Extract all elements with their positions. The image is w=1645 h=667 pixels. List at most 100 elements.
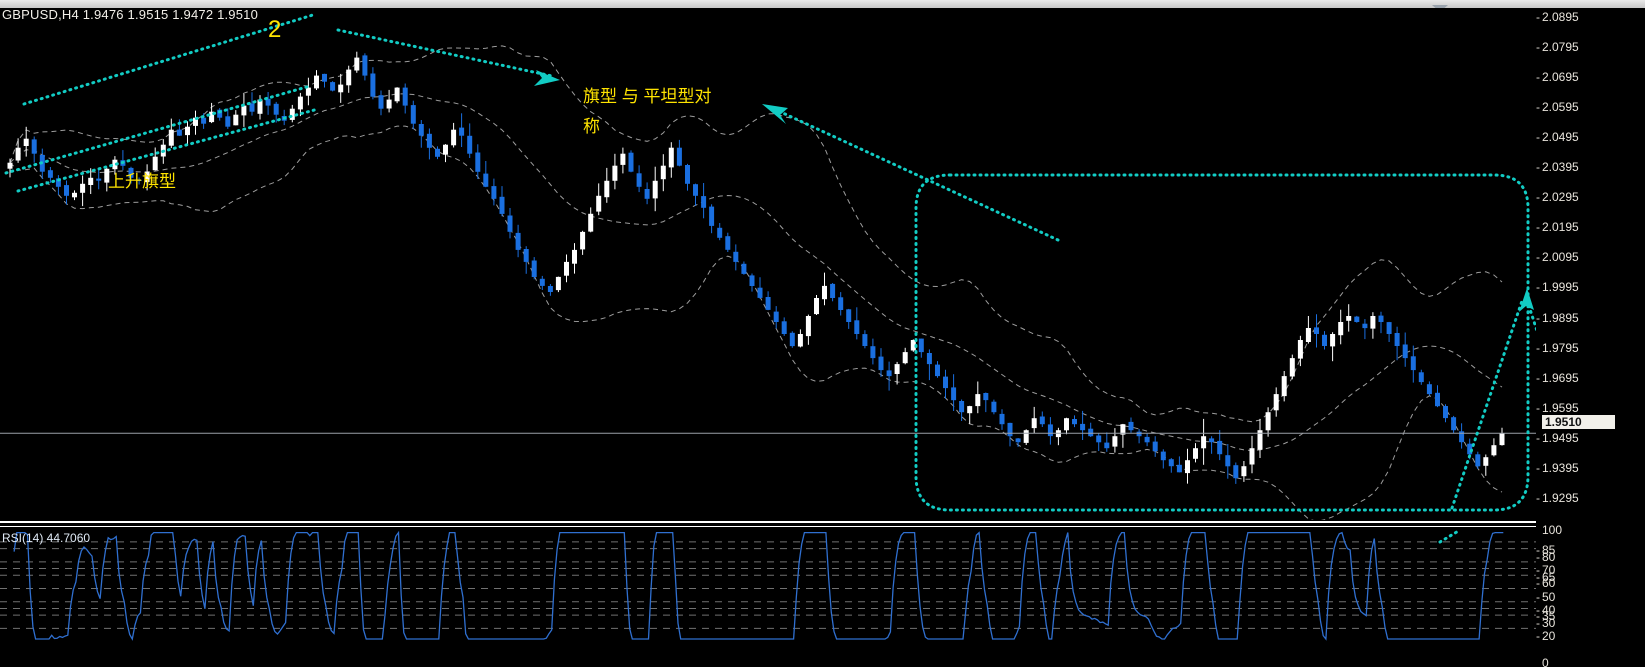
candle-body (951, 387, 957, 401)
candle-body (330, 82, 336, 91)
candle-body (88, 177, 94, 185)
candle-body (1015, 438, 1021, 443)
candle-body (72, 192, 77, 198)
bollinger-band-upper (9, 45, 1503, 423)
drawing-flag-lower-trendline[interactable] (16, 107, 320, 193)
candle-body (354, 57, 360, 71)
price-tick: -2.0395 (1536, 160, 1579, 175)
candle-body (1096, 435, 1102, 443)
candle-body (55, 178, 61, 187)
price-tick: -2.0195 (1536, 220, 1579, 235)
candle-body (515, 232, 521, 250)
candle-body (217, 109, 223, 118)
candle-body (176, 129, 182, 136)
candle-body (1112, 436, 1118, 447)
candle-body (152, 156, 158, 171)
rsi-tick: -80 (1536, 549, 1556, 564)
candle-body (1459, 431, 1465, 443)
annotation-label-2: 2 (268, 16, 282, 43)
candle-body (7, 162, 13, 169)
candle-body (1378, 315, 1384, 322)
candle-body (483, 173, 489, 187)
candle-body (185, 126, 190, 136)
candle-body (1499, 433, 1505, 446)
candle-body (894, 364, 900, 374)
candle-body (136, 180, 142, 181)
bollinger-band-middle (9, 93, 1503, 452)
candle-body (1354, 316, 1360, 322)
price-tick: -1.9795 (1536, 340, 1579, 355)
candle-body (1104, 442, 1110, 449)
drawing-rounded-rectangle[interactable] (914, 173, 1530, 512)
candle-body (1225, 455, 1231, 467)
candle-body (846, 309, 852, 322)
drawing-flag-mid-trendline[interactable] (4, 84, 312, 175)
candle-body (128, 167, 134, 178)
price-tick: -1.9995 (1536, 280, 1579, 295)
candle-body (983, 393, 989, 401)
drawing-arrow-1-shaft[interactable] (336, 28, 554, 78)
price-tick: -2.0495 (1536, 130, 1579, 145)
candle-body (1144, 436, 1150, 443)
drawing-arrow-2-head (762, 104, 788, 124)
drawing-projection-up-leg[interactable] (1450, 296, 1525, 510)
candle-body (967, 406, 973, 414)
candle-body (765, 297, 771, 310)
candle-body (854, 320, 860, 334)
bollinger-band-lower (9, 125, 1503, 520)
candle-body (1047, 424, 1053, 437)
annotation-rising-flag: 上升旗型 (108, 172, 176, 191)
candle-body (1475, 454, 1481, 467)
price-chart-pane[interactable] (0, 8, 1536, 520)
candle-body (709, 206, 715, 226)
price-tick: -2.0095 (1536, 250, 1579, 265)
candle-body (225, 116, 231, 127)
candle-body (676, 147, 682, 166)
candle-body (1023, 430, 1029, 443)
candle-body (451, 129, 457, 146)
candle-body (1072, 419, 1077, 425)
candle-body (491, 186, 497, 199)
rsi-chart-canvas (0, 528, 1536, 641)
rsi-tick: -60 (1536, 576, 1556, 591)
candle-body (1209, 438, 1215, 443)
candle-body (1201, 436, 1207, 449)
candle-body (1080, 423, 1086, 431)
candle-body (1467, 443, 1473, 455)
candle-body (991, 401, 997, 413)
candle-body (386, 99, 392, 109)
candle-body (1241, 466, 1247, 477)
candle-body (1233, 465, 1239, 479)
candle-body (1039, 416, 1045, 425)
candle-body (80, 183, 86, 193)
candle-body (378, 95, 384, 109)
candle-body (1362, 323, 1368, 329)
candle-body (886, 370, 892, 377)
rsi-tick: -70 (1536, 562, 1556, 577)
rsi-indicator-pane[interactable] (0, 528, 1536, 667)
candle-body (47, 170, 53, 178)
candle-body (1120, 424, 1126, 435)
candle-body (1136, 431, 1142, 437)
candle-body (959, 401, 965, 413)
candle-body (96, 178, 102, 181)
candle-body (620, 153, 626, 165)
candle-body (1265, 412, 1271, 431)
candle-body (757, 287, 763, 298)
candle-body (805, 316, 811, 337)
price-scale[interactable]: -2.0895 -2.0795 -2.0695 -2.0595 -2.0495 -2.03… (1536, 8, 1645, 667)
price-tick: -2.0695 (1536, 70, 1579, 85)
candle-body (1007, 422, 1013, 437)
candle-body (1491, 445, 1497, 456)
candle-body (338, 84, 344, 93)
drawing-arrow-2-shaft[interactable] (770, 106, 1060, 242)
candle-body (1483, 457, 1489, 466)
candle-body (23, 138, 29, 146)
candle-body (1273, 394, 1279, 411)
candle-body (362, 55, 368, 76)
rsi-tick: -50 (1536, 589, 1556, 604)
candle-body (693, 184, 698, 196)
candle-body (572, 249, 577, 264)
candle-body (322, 73, 327, 82)
